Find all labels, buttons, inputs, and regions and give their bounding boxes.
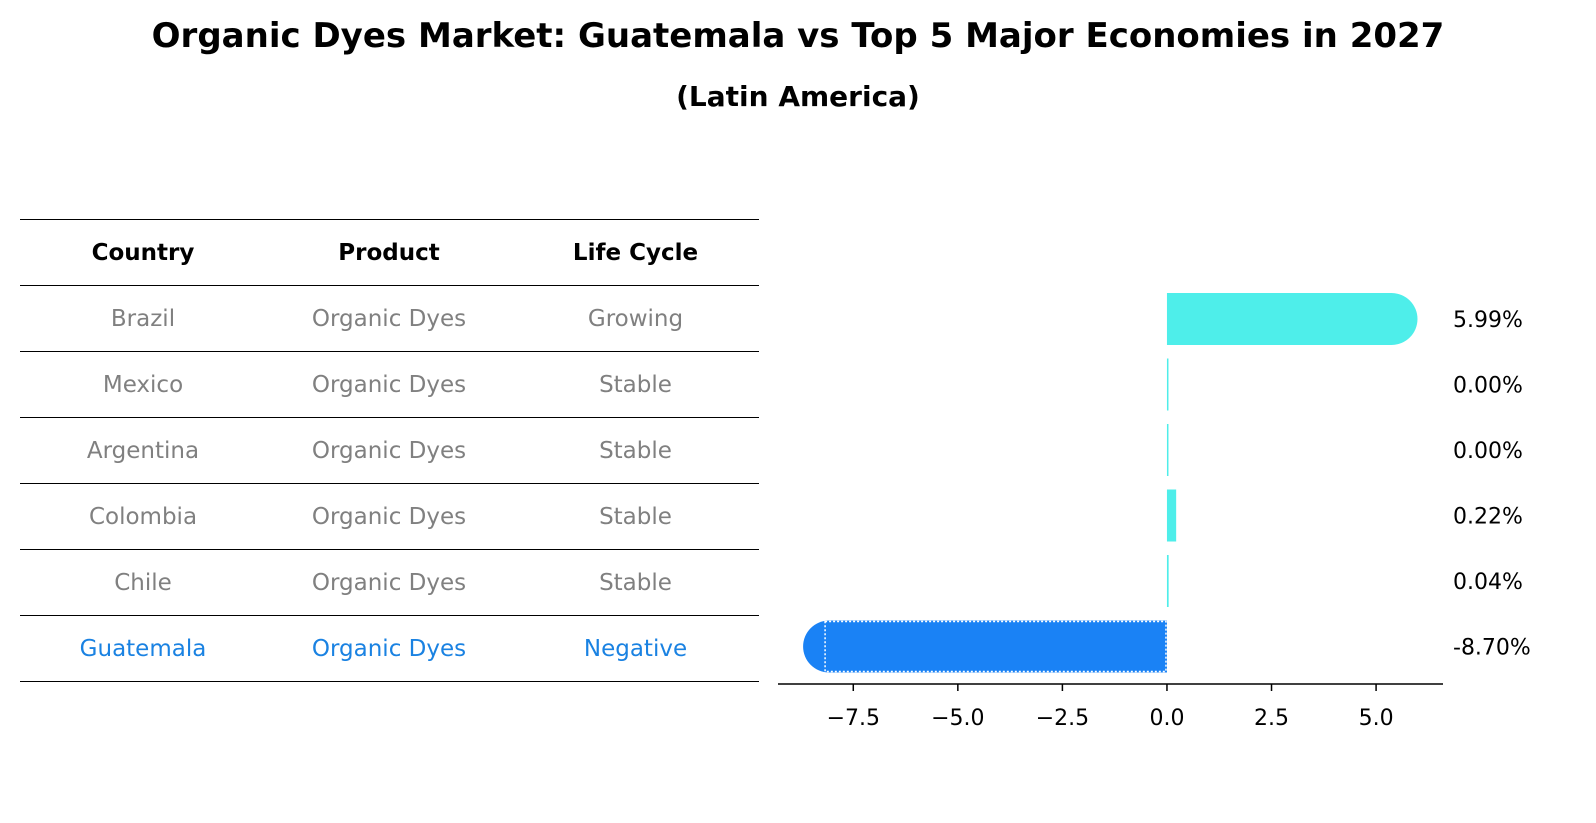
header-life-cycle: Life Cycle: [512, 219, 759, 286]
country-cell: Mexico: [20, 351, 266, 418]
header-country: Country: [20, 219, 266, 286]
x-tick-label: −2.5: [1036, 706, 1089, 731]
life-cycle-cell: Stable: [512, 417, 759, 484]
value-label-colombia: 0.22%: [1453, 505, 1523, 530]
value-label-chile: 0.04%: [1453, 570, 1523, 595]
country-cell: Colombia: [20, 483, 266, 550]
product-cell: Organic Dyes: [266, 615, 512, 682]
product-cell: Organic Dyes: [266, 285, 512, 352]
table-row: Mexico Organic Dyes Stable: [20, 351, 759, 418]
chart-subtitle: (Latin America): [676, 80, 920, 113]
x-tick-label: 0.0: [1149, 706, 1184, 731]
product-cell: Organic Dyes: [266, 417, 512, 484]
life-cycle-cell: Stable: [512, 549, 759, 616]
bar-argentina: [1166, 424, 1169, 476]
product-cell: Organic Dyes: [266, 483, 512, 550]
data-table: Country Product Life Cycle Brazil Organic…: [20, 219, 759, 682]
value-label-mexico: 0.00%: [1453, 374, 1523, 399]
bar-chile: [1166, 555, 1169, 607]
life-cycle-cell: Growing: [512, 285, 759, 352]
country-cell: Argentina: [20, 417, 266, 484]
bar-colombia: [1166, 489, 1177, 542]
x-tick-label: 5.0: [1359, 706, 1394, 731]
table-row: Chile Organic Dyes Stable: [20, 549, 759, 616]
value-label-argentina: 0.00%: [1453, 439, 1523, 464]
x-tick-label: 2.5: [1254, 706, 1289, 731]
table-row: Argentina Organic Dyes Stable: [20, 417, 759, 484]
country-cell: Brazil: [20, 285, 266, 352]
table-row: Guatemala Organic Dyes Negative: [20, 615, 759, 682]
value-label-guatemala: -8.70%: [1453, 636, 1531, 661]
life-cycle-cell: Stable: [512, 483, 759, 550]
header-product: Product: [266, 219, 512, 286]
country-cell: Guatemala: [20, 615, 266, 682]
product-cell: Organic Dyes: [266, 351, 512, 418]
table-row: Brazil Organic Dyes Growing: [20, 285, 759, 352]
x-tick-label: −7.5: [827, 706, 880, 731]
x-tick-label: −5.0: [931, 706, 984, 731]
life-cycle-cell: Negative: [512, 615, 759, 682]
country-table: Country Product Life Cycle Brazil Organic…: [20, 219, 759, 682]
bar-brazil: [1166, 293, 1418, 345]
table-row: Colombia Organic Dyes Stable: [20, 483, 759, 550]
bar-outline-guatemala: [824, 620, 1167, 673]
chart-title: Organic Dyes Market: Guatemala vs Top 5 …: [151, 16, 1445, 56]
product-cell: Organic Dyes: [266, 549, 512, 616]
bar-mexico: [1166, 358, 1169, 411]
country-cell: Chile: [20, 549, 266, 616]
value-label-brazil: 5.99%: [1453, 308, 1523, 333]
bar-guatemala: [803, 620, 1167, 673]
table-header-row: Country Product Life Cycle: [20, 219, 759, 286]
